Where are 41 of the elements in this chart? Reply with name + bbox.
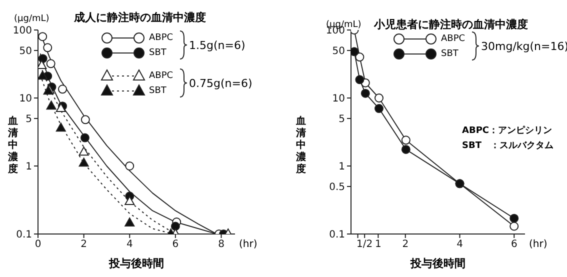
x-tick-label: 4 bbox=[126, 239, 133, 250]
y-tick-label: 5 bbox=[338, 114, 345, 126]
annotation: ABPC：アンピシリン bbox=[462, 124, 552, 137]
x-tick-label: 1 bbox=[375, 239, 382, 250]
chart-title: 成人に静注時の血清中濃度 bbox=[74, 10, 206, 25]
legend-label: ABPC bbox=[149, 70, 174, 80]
chart-title: 小児患者に静注時の血清中濃度 bbox=[374, 17, 528, 32]
y-tick-label: 1 bbox=[26, 162, 32, 173]
y-axis-title: 血清中濃度 bbox=[296, 116, 307, 176]
y-tick-label: 10 bbox=[19, 94, 32, 105]
x-tick-label: 2 bbox=[80, 239, 87, 250]
legend-label: SBT bbox=[441, 48, 460, 58]
legend-label: ABPC bbox=[149, 32, 174, 42]
y-tick-label: 5 bbox=[26, 114, 32, 126]
annotation: SBT ：スルバクタム bbox=[462, 140, 554, 152]
y-tick-label: 50 bbox=[332, 46, 345, 58]
annotation: 0.75g(n=6) bbox=[189, 76, 252, 90]
x-tick-label: 6 bbox=[510, 239, 518, 250]
x-tick-label: 2 bbox=[402, 239, 409, 250]
x-tick-label: 0 bbox=[34, 239, 42, 250]
text: (hr) bbox=[239, 239, 258, 250]
text: (hr) bbox=[529, 239, 548, 250]
legend-label: ABPC bbox=[441, 34, 466, 44]
text: (μg/mL) bbox=[14, 14, 50, 24]
x-axis-title: 投与後時間 bbox=[108, 256, 165, 271]
y-tick-label: 0.1 bbox=[16, 230, 32, 241]
x-tick-label: 4 bbox=[456, 239, 463, 250]
y-tick-label: 0.1 bbox=[329, 230, 345, 241]
y-tick-label: 100 bbox=[12, 26, 32, 37]
y-tick-label: 0.5 bbox=[329, 182, 345, 194]
x-tick-label: 6 bbox=[172, 239, 179, 250]
legend-label: SBT bbox=[149, 86, 168, 96]
x-tick-label: 8 bbox=[218, 239, 224, 250]
y-tick-label: 1 bbox=[338, 162, 345, 173]
y-tick-label: 10 bbox=[332, 94, 345, 105]
x-tick-label: 1/2 bbox=[356, 239, 373, 250]
annotation: 1.5g(n=6) bbox=[189, 38, 246, 52]
x-axis-title: 投与後時間 bbox=[409, 256, 466, 271]
y-axis-title: 血清中濃度 bbox=[8, 116, 19, 176]
y-tick-label: 50 bbox=[19, 46, 32, 58]
legend-label: SBT bbox=[149, 48, 168, 58]
